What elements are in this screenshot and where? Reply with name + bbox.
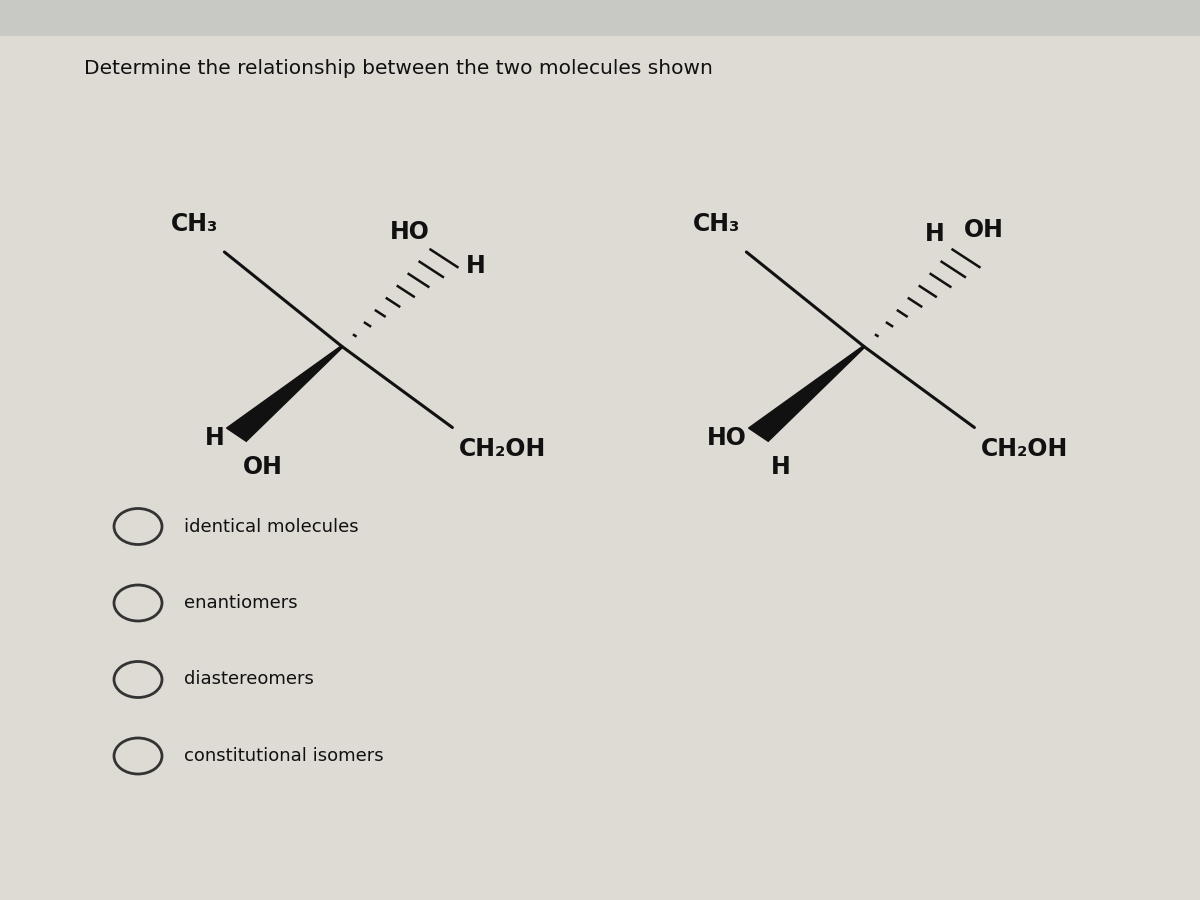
Text: CH₃: CH₃: [172, 212, 218, 236]
Text: Determine the relationship between the two molecules shown: Determine the relationship between the t…: [84, 58, 713, 77]
Text: OH: OH: [964, 218, 1003, 242]
Text: identical molecules: identical molecules: [184, 518, 359, 536]
Text: CH₂OH: CH₂OH: [980, 436, 1068, 461]
Text: OH: OH: [242, 454, 282, 479]
Text: enantiomers: enantiomers: [184, 594, 298, 612]
Text: constitutional isomers: constitutional isomers: [184, 747, 383, 765]
Text: diastereomers: diastereomers: [184, 670, 313, 688]
Polygon shape: [227, 346, 343, 441]
FancyBboxPatch shape: [0, 36, 1200, 900]
Polygon shape: [749, 346, 865, 441]
Text: CH₂OH: CH₂OH: [458, 436, 546, 461]
Text: HO: HO: [390, 220, 430, 244]
Text: HO: HO: [707, 426, 746, 450]
Text: H: H: [205, 426, 224, 450]
Text: H: H: [466, 254, 485, 278]
Text: H: H: [770, 454, 790, 479]
Text: CH₃: CH₃: [694, 212, 740, 236]
Text: H: H: [925, 221, 944, 246]
